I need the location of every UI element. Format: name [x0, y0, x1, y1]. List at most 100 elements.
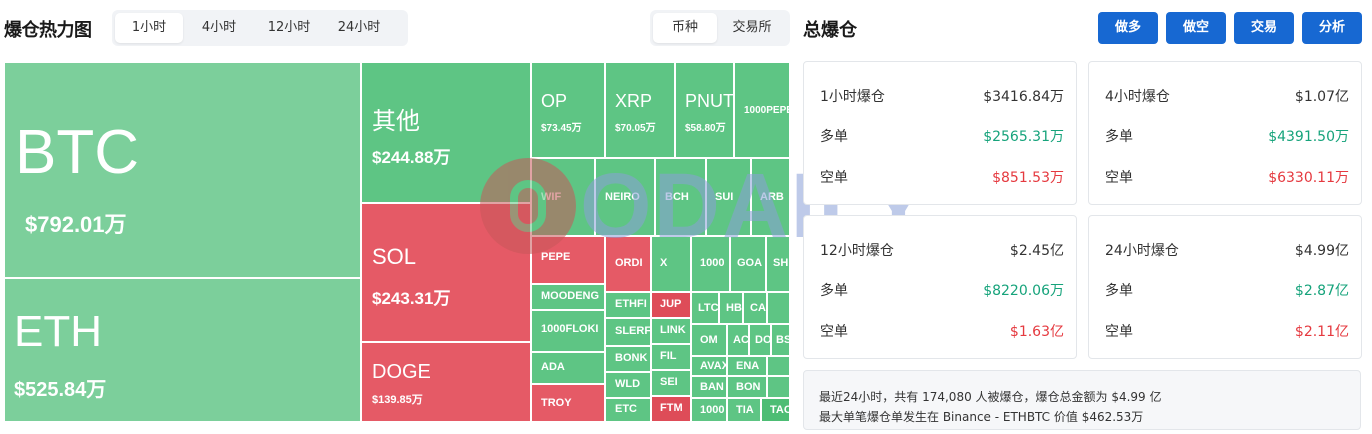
tile-wif[interactable]: WIF — [531, 158, 595, 236]
tile-do[interactable]: DO — [749, 324, 771, 356]
stats-row-short: 空单 $1.63亿 — [820, 321, 1064, 341]
stats-row-short: 空单 $851.53万 — [820, 167, 1064, 187]
long-button[interactable]: 做多 — [1098, 12, 1158, 44]
tile-symbol: BONK — [615, 352, 648, 364]
tile-troy[interactable]: TROY — [531, 384, 605, 422]
stats-label: 空单 — [820, 170, 848, 186]
tile-ca[interactable]: CA — [743, 292, 767, 324]
tab-12h[interactable]: 12小时 — [267, 20, 311, 35]
time-range-tabs: 1小时 4小时 12小时 24小时 — [112, 10, 408, 46]
tab-by-coin[interactable]: 币种 — [653, 13, 717, 43]
tile-pepe[interactable]: PEPE — [531, 236, 605, 284]
tile-amount: $243.31万 — [372, 289, 451, 308]
tile-amount: $70.05万 — [615, 123, 656, 134]
tab-4h[interactable]: 4小时 — [201, 20, 237, 35]
tile-1000-b[interactable]: 1000 — [691, 398, 727, 422]
tile-sol[interactable]: SOL $243.31万 — [361, 203, 531, 342]
tile-symbol: 1000FLOKI — [541, 323, 599, 335]
stats-label: 多单 — [820, 129, 848, 145]
tile-goat[interactable]: GOA — [730, 236, 766, 292]
tile-om[interactable]: OM — [691, 324, 727, 356]
tile-bch[interactable]: BCH — [655, 158, 706, 236]
tile-sh[interactable]: SH — [766, 236, 790, 292]
tile-ftm[interactable]: FTM — [651, 396, 691, 422]
tile-other[interactable]: 其他 $244.88万 — [361, 62, 531, 203]
tile-btc[interactable]: BTC $792.01万 — [4, 62, 361, 278]
tile-moodeng[interactable]: MOODENG — [531, 284, 605, 310]
tile-ac[interactable]: AC — [727, 324, 749, 356]
stats-row-long: 多单 $2565.31万 — [820, 126, 1064, 146]
tile-1000pepe[interactable]: 1000PEPE — [734, 62, 790, 158]
tile-etc[interactable]: ETC — [605, 398, 651, 422]
tile-symbol: ADA — [541, 361, 565, 373]
tile-pnut[interactable]: PNUT $58.80万 — [675, 62, 734, 158]
tile-symbol: OM — [700, 334, 718, 346]
tile-symbol: TROY — [541, 397, 572, 409]
stats-row-total: 4小时爆仓 $1.07亿 — [1105, 86, 1349, 106]
tile-symbol: TAO — [770, 404, 789, 416]
tile-avax[interactable]: AVAX — [691, 356, 727, 376]
tile-extra-1[interactable] — [767, 292, 790, 324]
tile-neiro[interactable]: NEIRO — [595, 158, 655, 236]
tile-1000-a[interactable]: 1000 — [691, 236, 730, 292]
tile-tao[interactable]: TAO — [761, 398, 790, 422]
stats-label: 多单 — [820, 283, 848, 299]
tile-amount: $139.85万 — [372, 394, 423, 406]
tile-ltc[interactable]: LTC — [691, 292, 719, 324]
tile-x[interactable]: X — [651, 236, 691, 292]
tile-slerf[interactable]: SLERF — [605, 318, 651, 346]
tile-eth[interactable]: ETH $525.84万 — [4, 278, 361, 422]
tile-sui[interactable]: SUI — [706, 158, 751, 236]
tile-arb[interactable]: ARB — [751, 158, 790, 236]
tab-24h[interactable]: 24小时 — [337, 20, 381, 35]
stats-row-long: 多单 $2.87亿 — [1105, 280, 1349, 300]
total-liquidation-title: 总爆仓 — [803, 20, 857, 41]
tile-bonk[interactable]: BONK — [605, 346, 651, 372]
tile-symbol: GOA — [737, 257, 763, 269]
stats-card-24h: 24小时爆仓 $4.99亿 多单 $2.87亿 空单 $2.11亿 — [1088, 215, 1362, 359]
tile-1000floki[interactable]: 1000FLOKI — [531, 310, 605, 352]
tile-symbol: 1000 — [700, 257, 725, 269]
tile-amount: $525.84万 — [14, 379, 107, 401]
trade-button[interactable]: 交易 — [1234, 12, 1294, 44]
tile-symbol: CA — [750, 302, 766, 314]
tile-extra-3[interactable] — [767, 376, 790, 398]
short-button[interactable]: 做空 — [1166, 12, 1226, 44]
tile-sei[interactable]: SEI — [651, 370, 691, 396]
stats-label: 多单 — [1105, 129, 1133, 145]
stats-label: 4小时爆仓 — [1105, 89, 1170, 105]
tile-symbol: AC — [733, 334, 749, 346]
tile-jup[interactable]: JUP — [651, 292, 691, 318]
tab-1h[interactable]: 1小时 — [115, 13, 183, 43]
tile-tia[interactable]: TIA — [727, 398, 761, 422]
tile-extra-2[interactable] — [767, 356, 790, 376]
tab-by-exchange[interactable]: 交易所 — [732, 20, 772, 35]
stats-card-1h: 1小时爆仓 $3416.84万 多单 $2565.31万 空单 $851.53万 — [803, 61, 1077, 205]
tile-symbol: BON — [736, 381, 761, 393]
tile-ada[interactable]: ADA — [531, 352, 605, 384]
tile-symbol: FIL — [660, 350, 677, 362]
stats-value: $8220.06万 — [983, 283, 1064, 299]
stats-row-total: 12小时爆仓 $2.45亿 — [820, 240, 1064, 260]
tile-op[interactable]: OP $73.45万 — [531, 62, 605, 158]
stats-row-total: 1小时爆仓 $3416.84万 — [820, 86, 1064, 106]
tile-symbol: SH — [773, 257, 789, 269]
tile-fil[interactable]: FIL — [651, 344, 691, 370]
tile-ena[interactable]: ENA — [727, 356, 767, 376]
tile-ethfi[interactable]: ETHFI — [605, 292, 651, 318]
tile-doge[interactable]: DOGE $139.85万 — [361, 342, 531, 422]
tile-link[interactable]: LINK — [651, 318, 691, 344]
tile-hb[interactable]: HB — [719, 292, 743, 324]
stats-row-short: 空单 $6330.11万 — [1105, 167, 1349, 187]
tile-wld[interactable]: WLD — [605, 372, 651, 398]
stats-value: $6330.11万 — [1268, 170, 1349, 186]
tile-xrp[interactable]: XRP $70.05万 — [605, 62, 675, 158]
tile-ban[interactable]: BAN — [691, 376, 727, 398]
stats-row-short: 空单 $2.11亿 — [1105, 321, 1349, 341]
tile-bon[interactable]: BON — [727, 376, 767, 398]
tile-bs[interactable]: BS — [771, 324, 790, 356]
analysis-button[interactable]: 分析 — [1302, 12, 1362, 44]
tile-ordi[interactable]: ORDI — [605, 236, 651, 292]
liquidation-treemap: BTC $792.01万 ETH $525.84万 其他 $244.88万 SO… — [4, 62, 790, 422]
stats-value: $2.87亿 — [1294, 283, 1349, 299]
